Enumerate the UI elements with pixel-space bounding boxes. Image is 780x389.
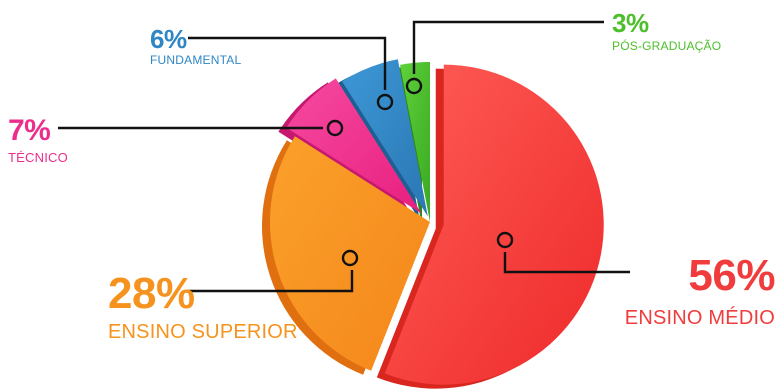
leader-line-ensino-medio: [503, 252, 630, 274]
leader-line-pos-graduacao: [412, 20, 604, 74]
category-label-ensino-medio: ENSINO MÉDIO: [625, 306, 775, 329]
slice-fundamental: [342, 59, 428, 217]
slice-tecnico: [286, 78, 422, 214]
leader-dot-tecnico: [326, 119, 344, 137]
value-label-fundamental: 6%: [150, 24, 187, 54]
value-label-ensino-medio: 56%: [688, 251, 775, 300]
leader-dot-fundamental: [376, 93, 394, 111]
slice-ensino-superior: [270, 136, 430, 371]
slice-pos-graduacao: [400, 61, 430, 222]
category-label-ensino-superior: ENSINO SUPERIOR: [108, 321, 298, 343]
category-label-tecnico: TÉCNICO: [8, 150, 68, 165]
value-label-pos-graduacao: 3%: [612, 8, 649, 38]
value-label-tecnico: 7%: [8, 114, 50, 147]
category-label-fundamental: FUNDAMENTAL: [150, 53, 241, 67]
leader-line-fundamental: [188, 36, 387, 90]
leader-line-ensino-superior: [186, 270, 354, 293]
leader-dot-ensino-medio: [496, 231, 514, 249]
value-label-ensino-superior: 28%: [108, 269, 195, 318]
category-label-pos-graduacao: PÓS-GRADUAÇÃO: [612, 38, 721, 53]
slice-ensino-medio: [384, 64, 604, 385]
leader-dot-pos-graduacao: [405, 77, 423, 95]
leader-dot-ensino-superior: [341, 249, 359, 267]
